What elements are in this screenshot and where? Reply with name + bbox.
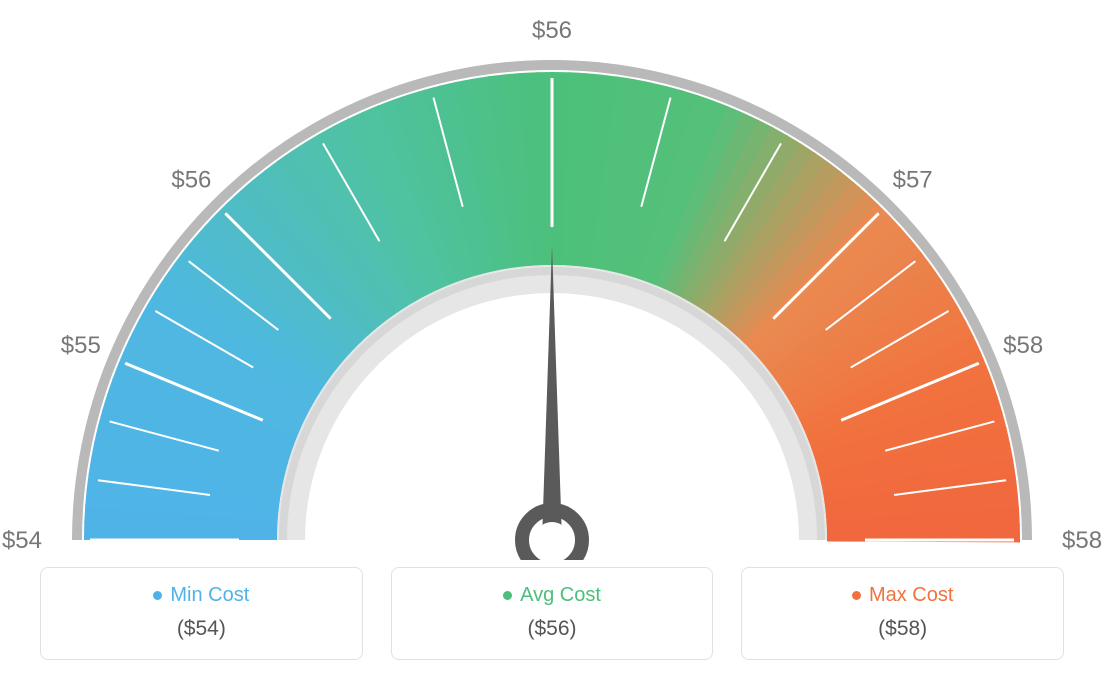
svg-text:$57: $57 — [893, 166, 933, 193]
dot-icon — [153, 591, 162, 600]
gauge-svg: $54 $55 $56 $56 $57 $58 $58 — [0, 0, 1104, 560]
legend-value: ($56) — [404, 617, 701, 641]
legend-title: Min Cost — [170, 584, 249, 607]
dot-icon — [503, 591, 512, 600]
svg-text:$56: $56 — [532, 17, 572, 44]
svg-text:$56: $56 — [171, 166, 211, 193]
svg-text:$54: $54 — [2, 527, 42, 554]
legend-title: Avg Cost — [520, 584, 601, 607]
legend-card-max: Max Cost ($58) — [741, 567, 1064, 660]
svg-text:$55: $55 — [61, 332, 101, 359]
legend-value: ($58) — [754, 617, 1051, 641]
legend-title-line: Avg Cost — [404, 584, 701, 607]
legend-row: Min Cost ($54) Avg Cost ($56) Max Cost (… — [40, 567, 1064, 660]
cost-gauge: $54 $55 $56 $56 $57 $58 $58 — [0, 0, 1104, 560]
legend-title-line: Min Cost — [53, 584, 350, 607]
legend-title-line: Max Cost — [754, 584, 1051, 607]
svg-text:$58: $58 — [1003, 332, 1043, 359]
legend-value: ($54) — [53, 617, 350, 641]
svg-text:$58: $58 — [1062, 527, 1102, 554]
dot-icon — [852, 591, 861, 600]
legend-card-min: Min Cost ($54) — [40, 567, 363, 660]
legend-title: Max Cost — [869, 584, 953, 607]
legend-card-avg: Avg Cost ($56) — [391, 567, 714, 660]
